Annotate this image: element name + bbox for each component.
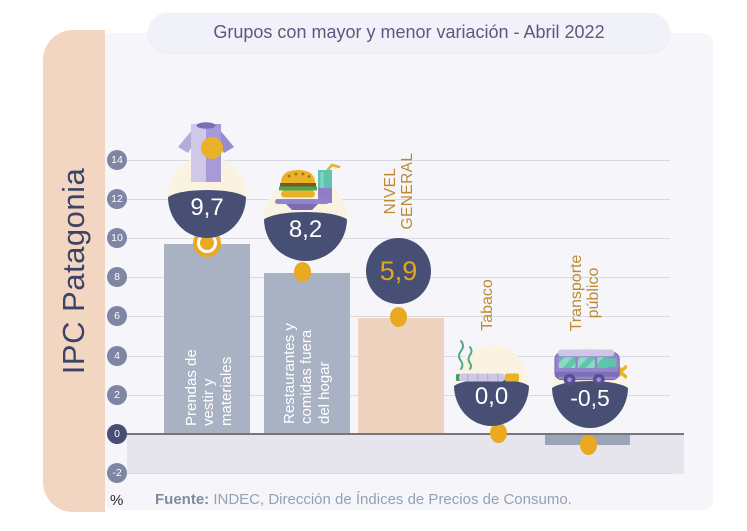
value-label-tabaco: 0,0 bbox=[474, 383, 509, 411]
category-label-nivel-general: NIVEL GENERAL bbox=[382, 152, 416, 230]
cigarette-icon-wrap bbox=[451, 339, 525, 389]
bus-icon-wrap bbox=[553, 344, 629, 390]
zero-baseline bbox=[127, 433, 684, 435]
cigarette-icon bbox=[456, 340, 519, 382]
gridline-12 bbox=[127, 199, 670, 200]
bar-restaurantes bbox=[264, 273, 350, 434]
bar-top-marker-restaurantes bbox=[293, 262, 311, 282]
y-axis-tick-2: 2 bbox=[107, 385, 127, 405]
bar-top-marker-nivel-general bbox=[389, 307, 407, 327]
fastfood-icon-wrap bbox=[273, 163, 341, 219]
source-label: Fuente: bbox=[155, 491, 210, 508]
bar-label-restaurantes: Restaurantes y comidas fuera del hogar bbox=[281, 323, 333, 424]
value-medallion-nivel-general: 5,9 bbox=[366, 238, 431, 304]
y-axis-tick-4: 4 bbox=[107, 346, 127, 366]
bar-top-marker-transporte-publico bbox=[579, 435, 597, 455]
y-axis-tick-10: 10 bbox=[107, 228, 127, 248]
value-label-transporte-publico: -0,5 bbox=[570, 385, 610, 412]
y-axis-tick-6: 6 bbox=[107, 306, 127, 326]
chart-title-pill: Grupos con mayor y menor variación - Abr… bbox=[148, 13, 670, 52]
bus-icon bbox=[554, 349, 629, 386]
gridline-14 bbox=[127, 160, 670, 161]
y-axis-tick-14: 14 bbox=[107, 150, 127, 170]
fastfood-icon bbox=[275, 163, 341, 210]
sidebar-region-band: IPC Patagonia bbox=[43, 30, 105, 512]
axis-unit-label: % bbox=[110, 492, 124, 509]
medallion-dome-prendas: 9,7 bbox=[168, 190, 246, 238]
tshirt-icon bbox=[178, 122, 234, 182]
tshirt-icon-wrap bbox=[177, 120, 235, 186]
y-axis-tick-12: 12 bbox=[107, 189, 127, 209]
medallion-dome-tabaco: 0,0 bbox=[454, 379, 529, 426]
source-note: Fuente: INDEC, Dirección de Índices de P… bbox=[155, 491, 572, 508]
bar-prendas bbox=[164, 244, 250, 434]
value-label-restaurantes: 8,2 bbox=[288, 216, 323, 244]
category-label-tabaco: Tabaco bbox=[479, 279, 496, 331]
bar-top-marker-dot-prendas bbox=[200, 236, 214, 250]
value-label-prendas: 9,7 bbox=[190, 194, 224, 222]
bar-nivel-general bbox=[358, 318, 444, 434]
bar-label-prendas: Prendas de vestir y materiales bbox=[183, 349, 235, 426]
medallion-dome-restaurantes: 8,2 bbox=[264, 212, 347, 261]
category-label-transporte-publico: Transporte público bbox=[568, 254, 603, 332]
y-axis-tick--2: -2 bbox=[107, 463, 127, 483]
value-label-nivel-general: 5,9 bbox=[379, 255, 418, 286]
source-text: INDEC, Dirección de Índices de Precios d… bbox=[213, 491, 572, 508]
y-axis-tick-8: 8 bbox=[107, 267, 127, 287]
bar-top-marker-tabaco bbox=[489, 423, 507, 443]
value-medallion-tabaco: 0,0 bbox=[454, 345, 529, 426]
chart-title: Grupos con mayor y menor variación - Abr… bbox=[213, 22, 605, 42]
medallion-dome-transporte-publico: -0,5 bbox=[552, 381, 628, 428]
gridline--2 bbox=[127, 473, 670, 474]
y-axis-tick-0: 0 bbox=[107, 424, 127, 444]
